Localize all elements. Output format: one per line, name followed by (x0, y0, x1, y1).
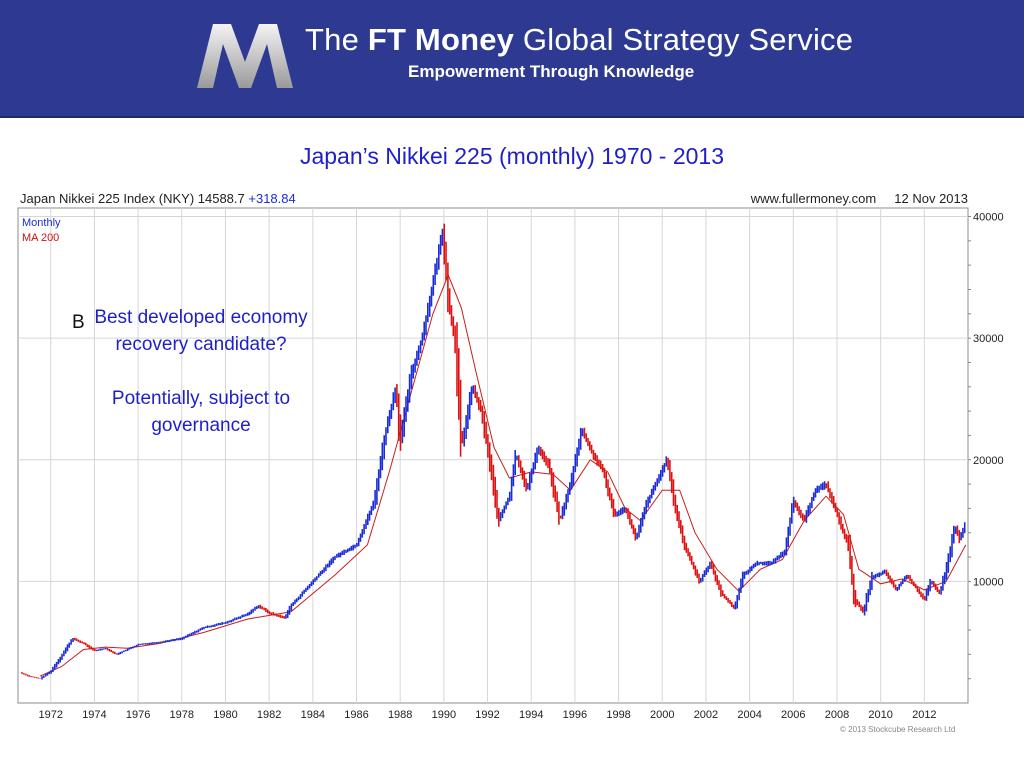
y-tick-label: 10000 (973, 576, 1004, 588)
legend-ma200: MA 200 (22, 232, 60, 244)
x-tick-label: 2004 (737, 709, 761, 721)
ma200-line (39, 273, 967, 677)
x-tick-label: 2008 (825, 709, 849, 721)
x-tick-label: 1972 (39, 709, 63, 721)
annotation-line-4: governance (151, 415, 251, 436)
website-label: www.fullermoney.com (750, 191, 877, 206)
x-tick-label: 1998 (606, 709, 630, 721)
x-tick-label: 1978 (170, 709, 194, 721)
chart-date: 12 Nov 2013 (894, 191, 968, 206)
x-tick-label: 2006 (781, 709, 805, 721)
fullermoney-m-logo (197, 24, 293, 88)
x-tick-label: 1986 (344, 709, 368, 721)
x-tick-label: 2002 (694, 709, 718, 721)
monthly-bars (21, 223, 966, 680)
annotation-line-2: recovery candidate? (115, 334, 287, 355)
y-tick-label: 20000 (973, 455, 1004, 467)
tagline: Empowerment Through Knowledge (408, 62, 695, 81)
index-change: +318.84 (248, 191, 296, 206)
stray-character: B (72, 312, 85, 333)
plot-frame (17, 207, 969, 704)
x-tick-label: 1980 (213, 709, 237, 721)
x-tick-label: 1990 (432, 709, 456, 721)
x-tick-label: 1992 (475, 709, 499, 721)
x-tick-label: 1996 (563, 709, 587, 721)
x-tick-label: 1982 (257, 709, 281, 721)
x-tick-label: 1994 (519, 709, 543, 721)
copyright: © 2013 Stockcube Research Ltd (840, 725, 956, 734)
x-tick-label: 2010 (868, 709, 892, 721)
slide-title: Japan’s Nikkei 225 (monthly) 1970 - 2013 (299, 143, 725, 169)
header-banner: The FT Money Global Strategy Service Emp… (0, 0, 1024, 118)
x-tick-label: 2012 (912, 709, 936, 721)
x-tick-label: 1984 (301, 709, 325, 721)
annotation-line-1: Best developed economy (94, 307, 308, 328)
x-tick-label: 1974 (82, 709, 106, 721)
brand-title: The FT Money Global Strategy Service (305, 22, 854, 57)
y-tick-label: 40000 (973, 212, 1004, 224)
x-tick-label: 2000 (650, 709, 674, 721)
x-tick-label: 1988 (388, 709, 412, 721)
y-tick-label: 30000 (973, 333, 1004, 345)
legend-monthly: Monthly (22, 217, 61, 229)
chart-source: www.fullermoney.com 12 Nov 2013 (751, 191, 968, 206)
index-label: Japan Nikkei 225 Index (NKY) 14588.7 +31… (20, 191, 296, 206)
annotation-callout: Best developed economy recovery candidat… (68, 304, 334, 439)
x-tick-label: 1976 (126, 709, 150, 721)
annotation-line-3: Potentially, subject to (111, 388, 291, 409)
